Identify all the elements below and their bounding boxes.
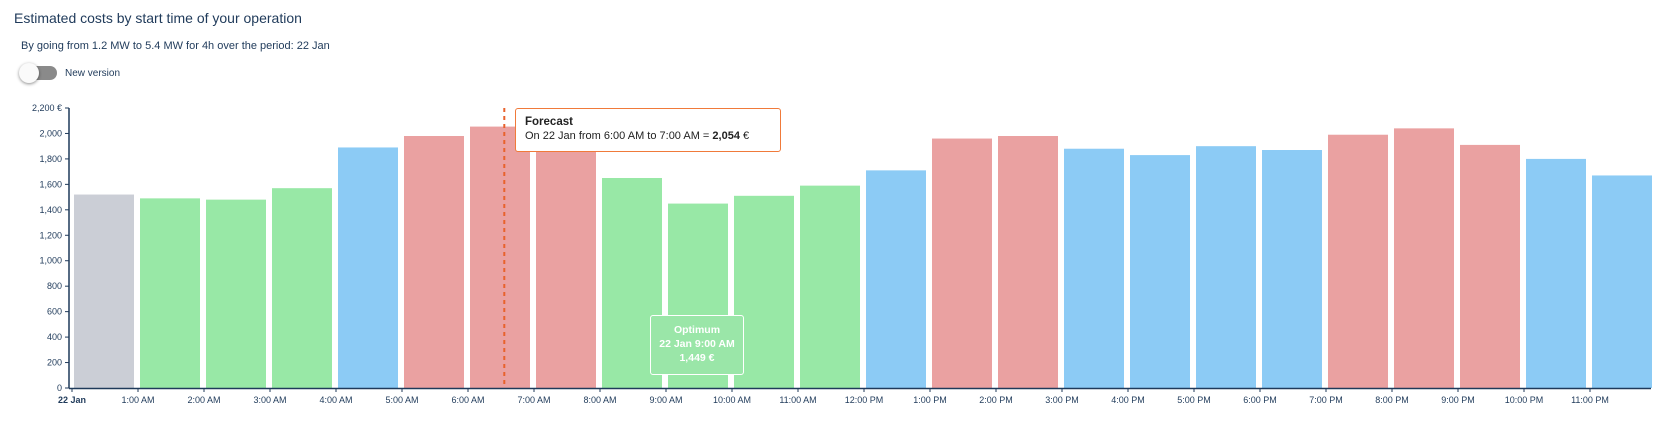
- forecast-tooltip-body: On 22 Jan from 6:00 AM to 7:00 AM = 2,05…: [525, 129, 771, 143]
- bar-4[interactable]: [338, 147, 398, 388]
- x-axis: 22 Jan 1:00 AM 2:00 AM 3:00 AM 4:00 AM 5:00 A…: [58, 387, 1651, 405]
- bar-1[interactable]: [140, 198, 200, 388]
- bar-22[interactable]: [1526, 158, 1586, 388]
- chart-subtitle: By going from 1.2 MW to 5.4 MW for 4h ov…: [21, 40, 330, 52]
- x-tick-label: 11:00 AM: [779, 395, 816, 405]
- x-tick-label: 2:00 PM: [979, 395, 1013, 405]
- bar-10[interactable]: [734, 195, 794, 388]
- forecast-tooltip-value: 2,054: [712, 130, 740, 142]
- toggle-track[interactable]: [19, 63, 57, 83]
- forecast-tooltip: Forecast On 22 Jan from 6:00 AM to 7:00 …: [515, 108, 781, 152]
- y-tick-label: 600: [47, 307, 62, 317]
- y-tick-label: 800: [47, 281, 62, 291]
- new-version-toggle[interactable]: New version: [19, 63, 121, 83]
- bar-17[interactable]: [1196, 146, 1256, 388]
- x-tick-label: 5:00 PM: [1177, 395, 1211, 405]
- bar-14[interactable]: [998, 136, 1058, 388]
- forecast-tooltip-unit: €: [739, 130, 750, 142]
- x-tick-label: 5:00 AM: [385, 395, 418, 405]
- bar-6[interactable]: [470, 126, 530, 388]
- y-tick-label: 1,000: [39, 256, 62, 266]
- bar-19[interactable]: [1328, 134, 1388, 388]
- y-tick-label: 1,200: [39, 230, 62, 240]
- bar-2[interactable]: [206, 199, 266, 388]
- y-axis: 0 200 400 600 800 1,000 1,200 1,400 1,600 1,800 2,…: [32, 103, 70, 393]
- x-tick-label: 9:00 PM: [1441, 395, 1475, 405]
- bar-7[interactable]: [536, 136, 596, 388]
- x-tick-label: 3:00 AM: [253, 395, 286, 405]
- y-tick-label: 1,800: [39, 154, 62, 164]
- y-tick-label: 2,000: [39, 128, 62, 138]
- bar-3[interactable]: [272, 188, 332, 388]
- x-tick-label: 7:00 AM: [517, 395, 550, 405]
- x-tick-label: 1:00 AM: [121, 395, 154, 405]
- x-tick-label: 1:00 PM: [913, 395, 947, 405]
- x-tick-label: 4:00 AM: [319, 395, 352, 405]
- bar-5[interactable]: [404, 136, 464, 388]
- x-tick-label: 6:00 PM: [1243, 395, 1277, 405]
- y-tick-label: 1,400: [39, 205, 62, 215]
- toggle-thumb[interactable]: [19, 63, 39, 83]
- x-tick-label: 3:00 PM: [1045, 395, 1079, 405]
- bar-16[interactable]: [1130, 155, 1190, 388]
- optimum-tooltip-title: Optimum: [673, 324, 721, 336]
- x-tick-label: 6:00 AM: [451, 395, 484, 405]
- optimum-tooltip-value: 1,449 €: [679, 352, 715, 364]
- x-tick-label: 2:00 AM: [187, 395, 220, 405]
- x-tick-label: 10:00 AM: [713, 395, 751, 405]
- y-tick-label: 200: [47, 358, 62, 368]
- bar-15[interactable]: [1064, 148, 1124, 388]
- bar-12[interactable]: [866, 170, 926, 388]
- bars-group: [74, 126, 1652, 388]
- bar-21[interactable]: [1460, 144, 1520, 388]
- bar-20[interactable]: [1394, 128, 1454, 388]
- x-tick-label: 22 Jan: [58, 395, 86, 405]
- x-tick-label: 10:00 PM: [1505, 395, 1544, 405]
- bar-0[interactable]: [74, 194, 134, 388]
- x-tick-label: 9:00 AM: [649, 395, 682, 405]
- x-tick-label: 8:00 AM: [583, 395, 616, 405]
- toggle-label: New version: [65, 67, 121, 79]
- y-tick-label: 400: [47, 332, 62, 342]
- bar-23[interactable]: [1592, 175, 1652, 388]
- x-tick-label: 11:00 PM: [1571, 395, 1609, 405]
- x-tick-label: 7:00 PM: [1309, 395, 1343, 405]
- forecast-tooltip-title: Forecast: [525, 116, 573, 128]
- x-tick-label: 4:00 PM: [1111, 395, 1145, 405]
- optimum-tooltip: Optimum 22 Jan 9:00 AM 1,449 €: [650, 315, 744, 375]
- bar-18[interactable]: [1262, 150, 1322, 388]
- optimum-tooltip-date: 22 Jan 9:00 AM: [659, 338, 735, 350]
- y-tick-label: 0: [57, 383, 62, 393]
- x-tick-label: 12:00 PM: [845, 395, 884, 405]
- bar-13[interactable]: [932, 138, 992, 388]
- forecast-tooltip-text: On 22 Jan from 6:00 AM to 7:00 AM =: [525, 130, 713, 142]
- x-tick-label: 8:00 PM: [1375, 395, 1409, 405]
- page-title: Estimated costs by start time of your op…: [14, 10, 302, 26]
- bar-11[interactable]: [800, 185, 860, 388]
- y-tick-label: 2,200 €: [32, 103, 62, 113]
- y-tick-label: 1,600: [39, 179, 62, 189]
